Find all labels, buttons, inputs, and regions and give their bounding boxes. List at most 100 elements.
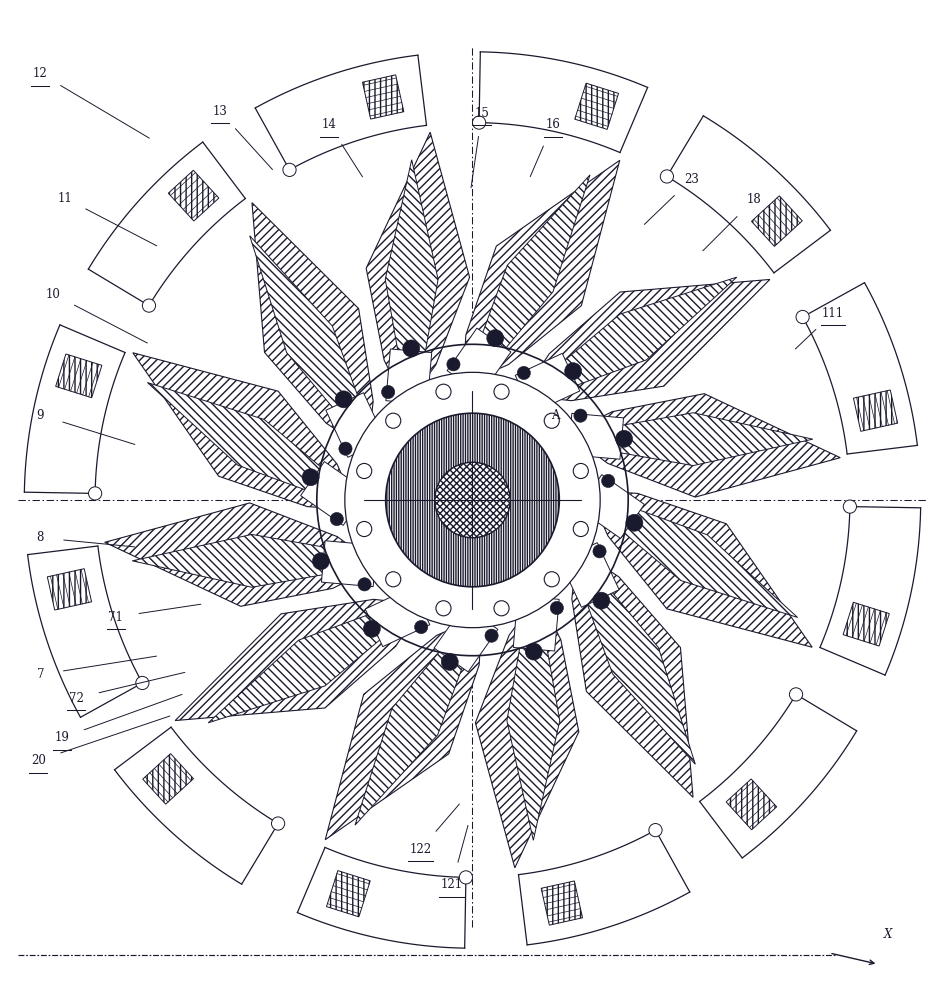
Polygon shape (571, 549, 692, 797)
Circle shape (842, 500, 855, 513)
Polygon shape (132, 534, 359, 587)
Text: 16: 16 (545, 118, 560, 131)
Circle shape (459, 871, 472, 884)
Circle shape (339, 442, 352, 455)
Text: 12: 12 (33, 67, 47, 80)
Circle shape (385, 413, 400, 428)
Circle shape (525, 643, 542, 660)
Text: 7: 7 (37, 668, 44, 681)
Circle shape (435, 384, 450, 399)
Polygon shape (587, 490, 811, 647)
Circle shape (601, 474, 615, 488)
Polygon shape (105, 503, 377, 606)
Circle shape (402, 340, 419, 357)
Circle shape (573, 463, 588, 479)
Circle shape (358, 578, 371, 591)
Text: 15: 15 (474, 107, 489, 120)
Polygon shape (56, 354, 102, 398)
Polygon shape (476, 175, 589, 371)
Polygon shape (385, 160, 438, 386)
Polygon shape (326, 393, 385, 457)
Circle shape (573, 409, 586, 422)
Circle shape (516, 366, 530, 380)
Polygon shape (475, 595, 579, 868)
Text: 11: 11 (58, 192, 72, 205)
Circle shape (615, 430, 632, 447)
Text: 111: 111 (821, 307, 843, 320)
Polygon shape (852, 390, 897, 431)
Circle shape (335, 391, 352, 408)
Circle shape (329, 512, 343, 526)
Polygon shape (143, 754, 194, 804)
Circle shape (143, 299, 156, 312)
Circle shape (484, 629, 497, 642)
Circle shape (363, 620, 379, 637)
Polygon shape (600, 504, 797, 617)
Circle shape (549, 601, 563, 615)
Polygon shape (355, 629, 468, 825)
Circle shape (573, 521, 588, 537)
Polygon shape (325, 616, 481, 840)
Circle shape (795, 310, 808, 324)
Polygon shape (582, 568, 695, 764)
Text: 71: 71 (109, 611, 123, 624)
Circle shape (282, 163, 295, 176)
Circle shape (592, 545, 605, 558)
Circle shape (381, 385, 395, 399)
Circle shape (494, 601, 509, 616)
Polygon shape (385, 349, 431, 404)
Text: 19: 19 (55, 731, 70, 744)
Polygon shape (175, 599, 423, 721)
Circle shape (414, 620, 428, 634)
Text: 8: 8 (37, 531, 44, 544)
Text: 20: 20 (31, 754, 46, 767)
Circle shape (312, 553, 329, 570)
Polygon shape (463, 160, 619, 384)
Polygon shape (513, 596, 559, 651)
Text: 9: 9 (37, 409, 44, 422)
Circle shape (271, 817, 284, 830)
Text: 23: 23 (683, 173, 699, 186)
Circle shape (447, 358, 460, 371)
Polygon shape (47, 569, 92, 610)
Polygon shape (365, 132, 469, 405)
Circle shape (565, 363, 581, 380)
Polygon shape (521, 279, 769, 401)
Circle shape (385, 572, 400, 587)
Text: A: A (550, 409, 559, 422)
Polygon shape (208, 610, 404, 723)
Polygon shape (168, 170, 219, 221)
Polygon shape (362, 75, 403, 119)
Circle shape (441, 653, 458, 670)
Polygon shape (133, 353, 357, 510)
Circle shape (435, 601, 450, 616)
Polygon shape (364, 587, 430, 647)
Polygon shape (321, 541, 377, 587)
Polygon shape (447, 328, 511, 394)
Circle shape (345, 372, 599, 628)
Polygon shape (506, 614, 559, 840)
Text: 10: 10 (46, 288, 61, 301)
Circle shape (649, 824, 662, 837)
Polygon shape (559, 543, 618, 607)
Circle shape (89, 487, 102, 500)
Polygon shape (326, 871, 370, 917)
Circle shape (660, 170, 673, 183)
Text: 121: 121 (440, 878, 463, 891)
Polygon shape (585, 413, 812, 466)
Circle shape (385, 413, 559, 587)
Polygon shape (842, 602, 888, 646)
Polygon shape (750, 196, 801, 246)
Polygon shape (540, 277, 736, 390)
Polygon shape (578, 475, 644, 538)
Circle shape (592, 592, 609, 609)
Polygon shape (541, 881, 582, 925)
Polygon shape (147, 383, 344, 496)
Polygon shape (514, 353, 580, 413)
Circle shape (486, 330, 503, 347)
Polygon shape (567, 413, 623, 459)
Circle shape (472, 116, 485, 129)
Polygon shape (433, 606, 497, 672)
Text: X: X (883, 928, 891, 941)
Polygon shape (249, 236, 362, 432)
